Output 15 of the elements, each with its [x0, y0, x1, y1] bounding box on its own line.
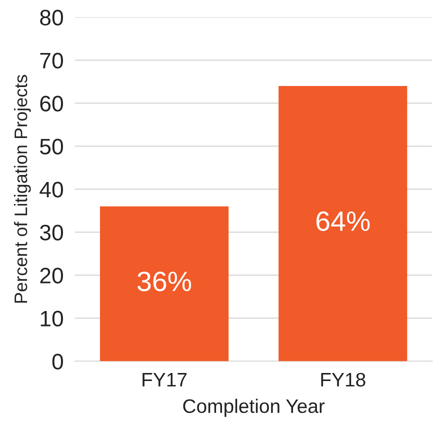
y-tick-label: 20 — [40, 268, 63, 284]
x-tick-label: FY18 — [321, 372, 366, 387]
data-label: 36% — [138, 272, 192, 292]
x-tick-label: FY17 — [142, 373, 187, 386]
y-tick-label: 0 — [52, 354, 63, 370]
data-label: 64% — [316, 211, 370, 232]
y-tick-label: 80 — [40, 10, 63, 26]
y-tick-label: 70 — [40, 52, 63, 68]
y-tick-label: 60 — [40, 96, 63, 112]
x-axis-title: Completion Year — [183, 398, 325, 417]
y-tick-label: 30 — [40, 224, 63, 240]
y-tick-label: 40 — [40, 182, 63, 198]
y-tick-label: 50 — [40, 138, 63, 154]
y-axis-title: Percent of Litigation Projects — [14, 74, 31, 303]
y-tick-label: 10 — [40, 310, 63, 326]
